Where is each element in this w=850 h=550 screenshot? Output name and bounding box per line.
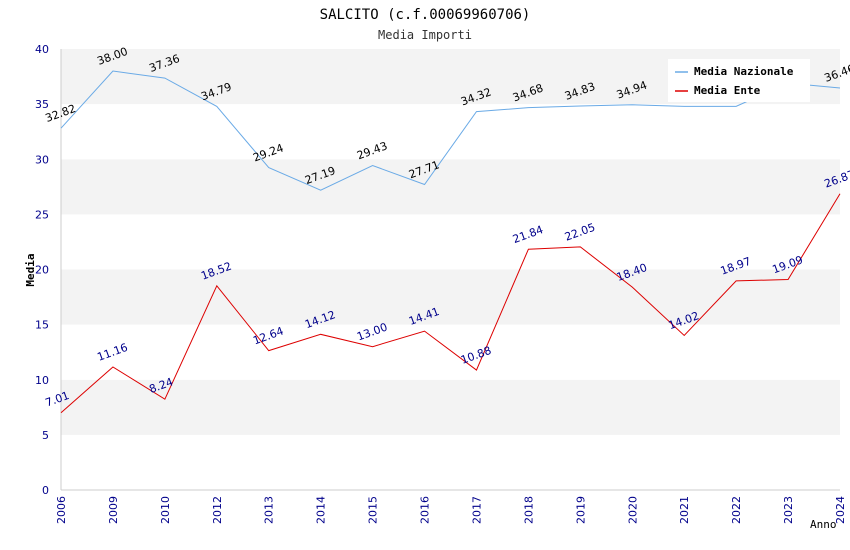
x-tick-labels: 2006 2009 2010 2012 2013 2014 2015 2016 2017 2018… bbox=[55, 496, 847, 524]
series-line-nazionale bbox=[60, 70, 841, 191]
legend: Media Nazionale Media Ente bbox=[668, 59, 810, 102]
chart-title: SALCITO (c.f.00069960706) bbox=[320, 7, 531, 23]
axes bbox=[60, 49, 840, 491]
x-tick-label: 2017 bbox=[470, 496, 483, 524]
legend-label-nazionale: Media Nazionale bbox=[694, 65, 794, 78]
y-tick-label: 0 bbox=[42, 484, 49, 497]
y-tick-label: 40 bbox=[35, 43, 49, 56]
grid-band bbox=[61, 214, 840, 270]
y-tick-label: 5 bbox=[42, 429, 49, 442]
x-tick-label: 2020 bbox=[626, 496, 639, 524]
series-line-ente bbox=[60, 193, 841, 414]
x-tick-label: 2021 bbox=[678, 496, 691, 524]
grid-bands bbox=[61, 49, 840, 490]
x-tick-label: 2009 bbox=[107, 496, 120, 524]
y-tick-label: 35 bbox=[35, 98, 49, 111]
legend-box bbox=[668, 59, 810, 102]
grid-band bbox=[61, 434, 840, 490]
x-tick-label: 2012 bbox=[211, 496, 224, 524]
y-tick-label: 20 bbox=[35, 264, 49, 277]
y-tick-label: 15 bbox=[35, 319, 49, 332]
x-tick-label: 2019 bbox=[574, 496, 587, 524]
y-tick-label: 25 bbox=[35, 208, 49, 221]
y-tick-label: 30 bbox=[35, 153, 49, 166]
grid-band bbox=[61, 104, 840, 160]
x-axis-label: Anno bbox=[810, 518, 837, 531]
grid-band bbox=[61, 159, 840, 215]
x-tick-label: 2006 bbox=[55, 496, 68, 524]
x-tick-label: 2022 bbox=[730, 496, 743, 524]
x-tick-label: 2016 bbox=[419, 496, 432, 524]
legend-label-ente: Media Ente bbox=[694, 84, 761, 97]
grid-band bbox=[61, 269, 840, 325]
x-tick-label: 2013 bbox=[263, 496, 276, 524]
chart-subtitle: Media Importi bbox=[378, 28, 472, 42]
y-axis-label: Media bbox=[24, 253, 37, 286]
x-tick-label: 2024 bbox=[834, 496, 847, 524]
y-tick-label: 10 bbox=[35, 374, 49, 387]
grid-band bbox=[61, 379, 840, 435]
x-tick-label: 2010 bbox=[159, 496, 172, 524]
x-tick-label: 2014 bbox=[315, 496, 328, 524]
x-tick-label: 2018 bbox=[522, 496, 535, 524]
series-lines bbox=[60, 70, 841, 414]
x-tick-label: 2023 bbox=[782, 496, 795, 524]
x-tick-label: 2015 bbox=[367, 496, 380, 524]
y-tick-labels: 0 5 10 15 20 25 30 35 40 bbox=[35, 43, 49, 497]
grid-band bbox=[61, 324, 840, 380]
